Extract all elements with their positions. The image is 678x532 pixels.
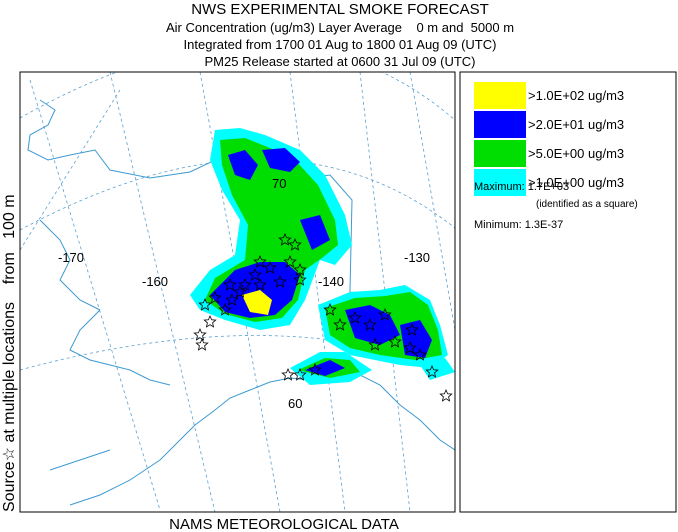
graticule-label: 70	[272, 176, 286, 191]
source-star	[208, 290, 222, 304]
title: NWS EXPERIMENTAL SMOKE FORECAST	[191, 1, 489, 18]
source-star	[233, 284, 247, 298]
source-star	[388, 334, 402, 348]
source-star	[363, 317, 377, 331]
map: -170 -160 -140 -130 70 60	[19, 71, 456, 513]
source-star	[288, 237, 302, 251]
source-star	[263, 260, 277, 274]
source-star	[195, 337, 209, 351]
source-star	[198, 297, 212, 311]
source-star	[439, 388, 453, 402]
source-star	[293, 262, 307, 276]
legend-frame	[459, 71, 677, 513]
source-star	[203, 314, 217, 328]
subtitle: PM25 Release started at 0600 31 Jul 09 (…	[205, 54, 476, 69]
map-frame	[19, 71, 456, 513]
legend-swatch	[474, 111, 526, 138]
smoke-area	[300, 215, 330, 250]
source-star	[253, 254, 267, 268]
legend: >1.0E+02 ug/m3 >2.0E+01 ug/m3 >5.0E+00 ug/…	[474, 82, 624, 196]
source-star	[283, 254, 297, 268]
smoke-area	[228, 150, 258, 180]
subtitle: Air Concentration (ug/m3) Layer Average …	[166, 20, 514, 35]
legend-label: >1.0E+02 ug/m3	[528, 88, 624, 103]
footer: NAMS METEOROLOGICAL DATA	[169, 516, 399, 532]
legend-swatch	[474, 82, 526, 109]
source-star	[293, 367, 307, 381]
legend-swatch	[474, 169, 526, 196]
legend-label: >5.0E+00 ug/m3	[528, 146, 624, 161]
source-star	[273, 274, 287, 288]
legend-label: >1.0E+00 ug/m3	[528, 175, 624, 190]
graticule-label: -170	[58, 250, 84, 265]
graticule-label: -140	[318, 274, 344, 289]
source-star	[248, 267, 262, 281]
source-star	[403, 340, 417, 354]
source-star	[278, 232, 292, 246]
graticule-label: 60	[288, 396, 302, 411]
source-star	[348, 310, 362, 324]
graticule-label: -160	[142, 274, 168, 289]
source-star	[405, 322, 419, 336]
legend-swatch	[474, 140, 526, 167]
smoke-area	[345, 305, 400, 345]
smoke-area	[305, 360, 345, 376]
source-star	[281, 367, 295, 381]
source-star	[308, 362, 322, 376]
source-star	[293, 272, 307, 286]
side-label: Source☆ at multiple locations from 100 m	[1, 194, 18, 512]
source-star	[333, 317, 347, 331]
source-star	[425, 364, 439, 378]
source-star	[223, 277, 237, 291]
source-star	[238, 277, 252, 291]
maximum-note: (identified as a square)	[536, 199, 638, 210]
source-star	[323, 302, 337, 316]
source-star	[378, 307, 392, 321]
smoke-area	[262, 148, 300, 172]
maximum: Maximum: 1.7E+03	[474, 181, 569, 193]
minimum: Minimum: 1.3E-37	[474, 219, 563, 231]
smoke-area	[242, 290, 272, 315]
source-markers	[193, 232, 453, 402]
source-star	[193, 327, 207, 341]
source-star	[368, 337, 382, 351]
source-star	[413, 347, 427, 361]
smoke-area	[210, 262, 300, 318]
legend-label: >2.0E+01 ug/m3	[528, 117, 624, 132]
graticule-label: -130	[404, 250, 430, 265]
source-star	[253, 277, 267, 291]
subtitle: Integrated from 1700 01 Aug to 1800 01 A…	[184, 37, 497, 52]
source-star	[218, 302, 232, 316]
smoke-plume	[190, 128, 455, 385]
source-star	[225, 292, 239, 306]
